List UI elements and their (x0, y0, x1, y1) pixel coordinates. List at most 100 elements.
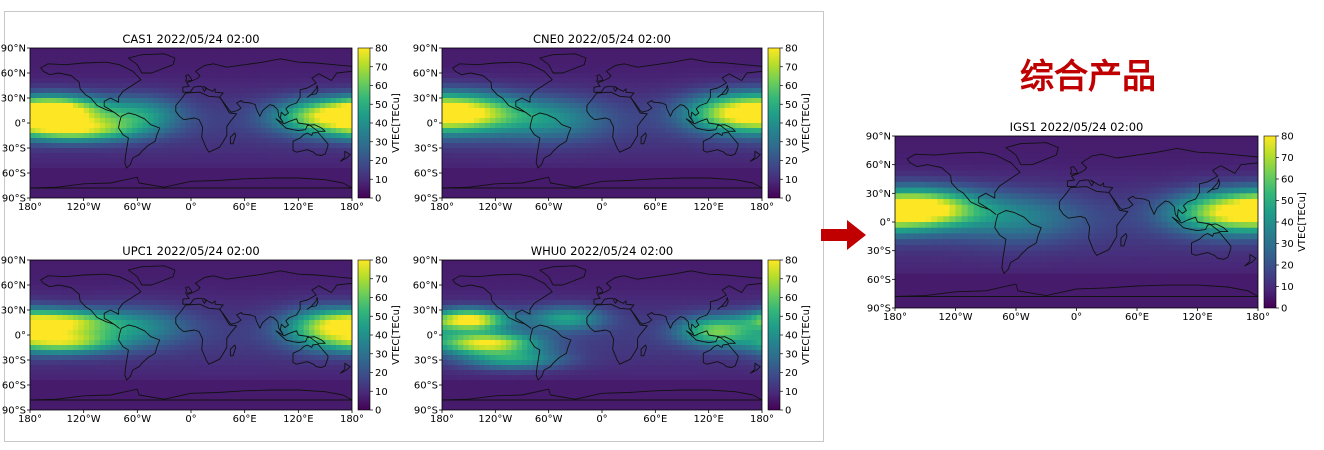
vtec-cell (255, 83, 262, 89)
vtec-cell (639, 58, 646, 64)
vtec-cell (298, 325, 305, 331)
vtec-cell (724, 68, 731, 74)
vtec-cell (319, 113, 326, 119)
vtec-cell (110, 103, 117, 109)
vtec-cell (223, 183, 230, 189)
vtec-cell (266, 168, 273, 174)
vtec-cell (452, 138, 459, 144)
vtec-cell (500, 53, 507, 59)
vtec-cell (538, 78, 544, 84)
vtec-cell (35, 73, 42, 79)
vtec-cell (639, 83, 646, 89)
vtec-cell (495, 113, 502, 119)
vtec-cell (751, 133, 758, 139)
vtec-cell (271, 68, 278, 74)
vtec-cell (287, 310, 294, 316)
vtec-cell (83, 63, 90, 69)
vtec-cell (474, 123, 480, 129)
vtec-cell (131, 178, 138, 184)
vtec-cell (212, 280, 219, 286)
vtec-cell (207, 58, 214, 64)
vtec-cell (142, 63, 149, 69)
vtec-cell (575, 93, 582, 99)
vtec-cell (335, 300, 342, 306)
vtec-cell (474, 168, 480, 174)
vtec-cell (94, 260, 101, 266)
vtec-cell (314, 305, 321, 311)
vtec-cell (687, 108, 694, 114)
vtec-cell (463, 153, 470, 159)
vtec-cell (292, 355, 299, 361)
vtec-cell (148, 335, 155, 341)
vtec-cell (346, 193, 352, 198)
vtec-cell (46, 188, 53, 194)
vtec-cell (687, 163, 694, 169)
vtec-cell (623, 83, 630, 89)
vtec-cell (575, 143, 582, 149)
vtec-cell (303, 48, 310, 54)
vtec-cell (442, 98, 448, 104)
vtec-cell (99, 325, 106, 331)
vtec-cell (212, 285, 219, 291)
vtec-cell (228, 148, 235, 154)
vtec-cell (474, 148, 480, 154)
vtec-cell (644, 103, 651, 109)
vtec-cell (341, 118, 348, 124)
vtec-cell (330, 360, 337, 366)
vtec-cell (511, 123, 518, 129)
vtec-cell (260, 113, 267, 119)
vtec-cell (137, 53, 144, 59)
vtec-cell (121, 98, 128, 104)
vtec-cell (260, 265, 267, 271)
vtec-cell (282, 355, 289, 361)
vtec-cell (121, 270, 128, 276)
vtec-cell (703, 158, 710, 164)
vtec-cell (126, 53, 133, 59)
vtec-cell (596, 48, 603, 54)
vtec-cell (121, 108, 128, 114)
vtec-cell (325, 178, 332, 184)
vtec-cell (105, 290, 112, 296)
vtec-cell (671, 123, 678, 129)
vtec-cell (314, 163, 321, 169)
vtec-cell (500, 178, 507, 184)
vtec-cell (110, 138, 117, 144)
vtec-cell (618, 93, 624, 99)
vtec-cell (30, 168, 36, 174)
vtec-cell (602, 63, 608, 69)
vtec-cell (660, 128, 667, 134)
vtec-cell (740, 153, 747, 159)
vtec-cell (692, 128, 699, 134)
vtec-cell (212, 168, 219, 174)
vtec-cell (201, 335, 208, 341)
vtec-cell (346, 93, 352, 99)
vtec-cell (56, 270, 63, 276)
vtec-cell (346, 360, 352, 366)
vtec-cell (83, 280, 90, 286)
vtec-cell (185, 123, 192, 129)
vtec-cell (164, 275, 171, 281)
vtec-cell (591, 173, 598, 179)
vtec-cell (506, 48, 512, 54)
vtec-cell (330, 133, 337, 139)
vtec-cell (110, 290, 117, 296)
vtec-cell (703, 128, 710, 134)
vtec-cell (169, 48, 176, 54)
vtec-cell (346, 265, 352, 271)
vtec-cell (30, 295, 36, 301)
vtec-cell (468, 68, 475, 74)
vtec-cell (474, 83, 480, 89)
vtec-cell (72, 335, 79, 341)
vtec-cell (196, 53, 203, 59)
vtec-cell (602, 163, 608, 169)
vtec-cell (484, 83, 491, 89)
vtec-cell (250, 345, 256, 351)
vtec-cell (303, 83, 310, 89)
vtec-cell (105, 188, 112, 194)
vtec-cell (644, 78, 651, 84)
vtec-cell (714, 123, 720, 129)
vtec-cell (660, 178, 667, 184)
vtec-cell (623, 148, 630, 154)
vtec-cell (527, 163, 534, 169)
vtec-cell (543, 88, 550, 94)
